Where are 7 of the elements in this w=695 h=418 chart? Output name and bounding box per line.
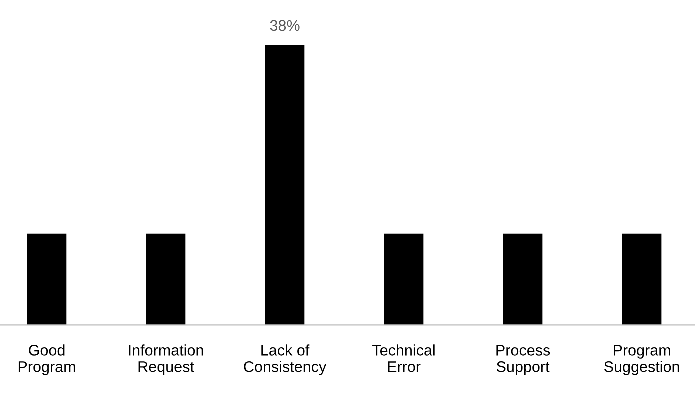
- x-tick-label: Program Suggestion: [604, 345, 680, 376]
- x-tick-label: Information Request: [129, 344, 204, 376]
- x-tick-label: Technical Error: [372, 344, 435, 372]
- x-tick-label: Lack of Consistency: [244, 344, 327, 376]
- x-tick-label: Good Program: [18, 344, 76, 376]
- x-tick-label: Process Support: [496, 345, 550, 376]
- data-label: 38%: [270, 20, 300, 32]
